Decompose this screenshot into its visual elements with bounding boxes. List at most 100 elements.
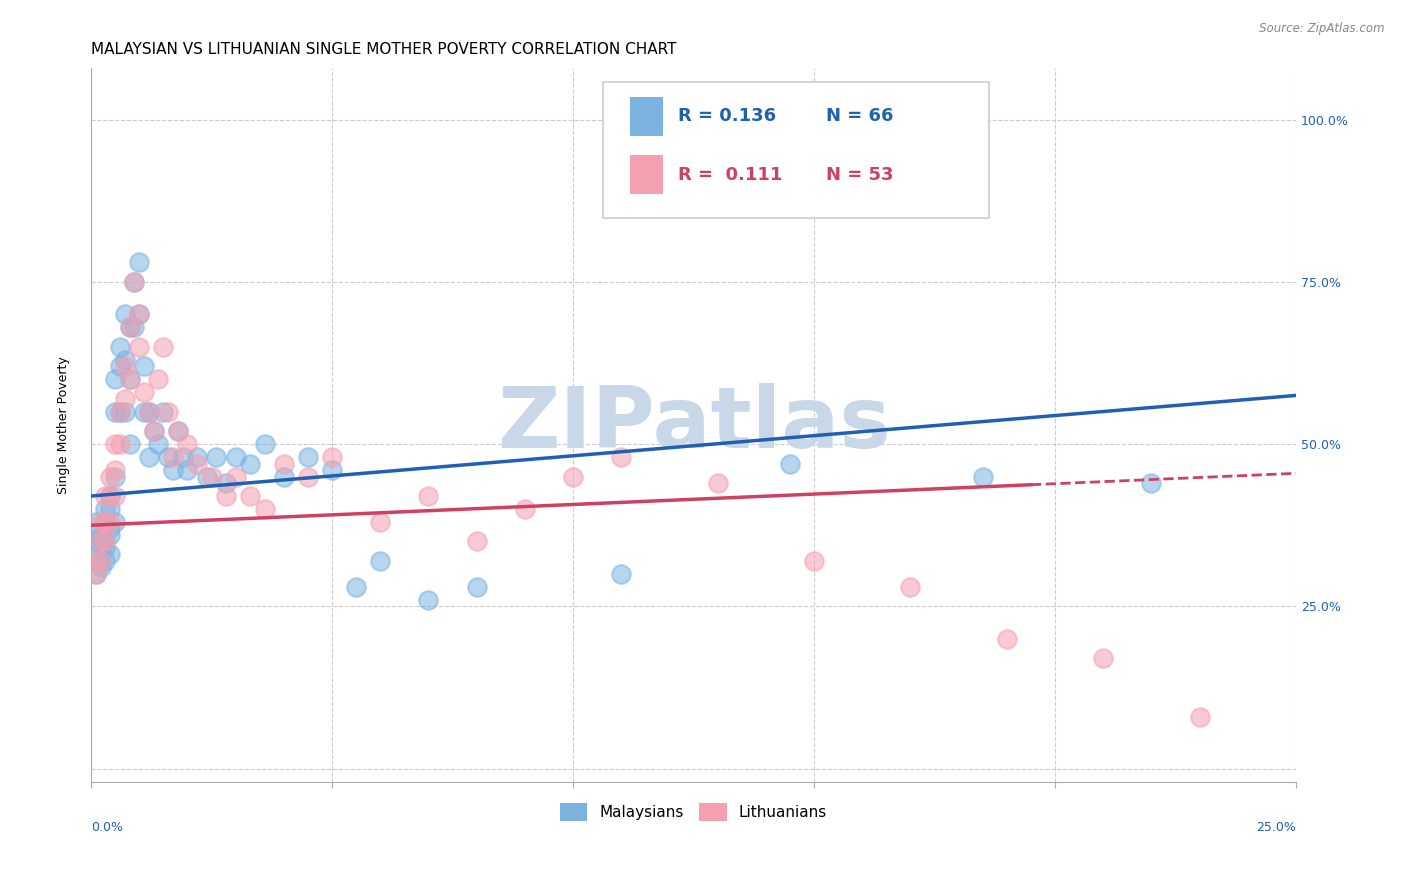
Malaysians [84, 515, 107, 529]
Malaysians [239, 457, 262, 471]
Lithuanians [253, 502, 276, 516]
Malaysians [157, 450, 180, 464]
Malaysians [1140, 476, 1163, 491]
Lithuanians [84, 554, 107, 568]
Malaysians [104, 404, 127, 418]
Lithuanians [124, 275, 146, 289]
Lithuanians [94, 515, 117, 529]
Lithuanians [128, 307, 150, 321]
Malaysians [84, 534, 107, 549]
Malaysians [368, 554, 391, 568]
Malaysians [215, 476, 238, 491]
Lithuanians [1092, 651, 1115, 665]
Malaysians [124, 275, 146, 289]
Lithuanians [94, 489, 117, 503]
Lithuanians [90, 534, 112, 549]
Text: 25.0%: 25.0% [1256, 821, 1296, 834]
Malaysians [98, 502, 121, 516]
Lithuanians [513, 502, 536, 516]
Malaysians [114, 404, 136, 418]
Malaysians [142, 424, 165, 438]
Malaysians [297, 450, 319, 464]
Lithuanians [90, 515, 112, 529]
Malaysians [90, 560, 112, 574]
Text: R =  0.111: R = 0.111 [678, 166, 782, 184]
Malaysians [90, 534, 112, 549]
Malaysians [132, 359, 155, 374]
Text: R = 0.136: R = 0.136 [678, 107, 776, 125]
Malaysians [94, 515, 117, 529]
Malaysians [418, 593, 440, 607]
Malaysians [273, 469, 295, 483]
Malaysians [108, 359, 131, 374]
Lithuanians [118, 372, 141, 386]
Malaysians [128, 255, 150, 269]
Malaysians [205, 450, 228, 464]
Malaysians [118, 372, 141, 386]
Lithuanians [900, 580, 922, 594]
Lithuanians [138, 404, 160, 418]
Malaysians [132, 404, 155, 418]
Text: N = 66: N = 66 [827, 107, 894, 125]
Malaysians [94, 534, 117, 549]
Lithuanians [706, 476, 728, 491]
Y-axis label: Single Mother Poverty: Single Mother Poverty [58, 356, 70, 493]
Malaysians [98, 548, 121, 562]
Lithuanians [162, 450, 184, 464]
Malaysians [176, 463, 198, 477]
Malaysians [104, 515, 127, 529]
Lithuanians [98, 469, 121, 483]
Lithuanians [157, 404, 180, 418]
Malaysians [465, 580, 488, 594]
Malaysians [152, 404, 174, 418]
Malaysians [108, 404, 131, 418]
Malaysians [118, 437, 141, 451]
Lithuanians [176, 437, 198, 451]
Lithuanians [108, 404, 131, 418]
Lithuanians [90, 554, 112, 568]
Malaysians [225, 450, 247, 464]
Lithuanians [84, 566, 107, 581]
Malaysians [98, 528, 121, 542]
Malaysians [84, 566, 107, 581]
Malaysians [118, 320, 141, 334]
Lithuanians [200, 469, 222, 483]
Lithuanians [104, 463, 127, 477]
Malaysians [253, 437, 276, 451]
Lithuanians [610, 450, 633, 464]
Malaysians [138, 450, 160, 464]
Lithuanians [152, 340, 174, 354]
Bar [630, 96, 664, 136]
Lithuanians [148, 372, 170, 386]
Lithuanians [239, 489, 262, 503]
Lithuanians [104, 437, 127, 451]
Malaysians [98, 521, 121, 535]
Malaysians [610, 566, 633, 581]
Lithuanians [142, 424, 165, 438]
Lithuanians [215, 489, 238, 503]
FancyBboxPatch shape [603, 82, 988, 218]
Malaysians [94, 554, 117, 568]
Malaysians [108, 340, 131, 354]
Malaysians [162, 463, 184, 477]
Lithuanians [368, 515, 391, 529]
Malaysians [148, 437, 170, 451]
Lithuanians [114, 359, 136, 374]
Text: ZIPatlas: ZIPatlas [496, 384, 890, 467]
Malaysians [90, 528, 112, 542]
Lithuanians [1188, 709, 1211, 723]
Malaysians [114, 352, 136, 367]
Lithuanians [803, 554, 825, 568]
Lithuanians [418, 489, 440, 503]
Text: MALAYSIAN VS LITHUANIAN SINGLE MOTHER POVERTY CORRELATION CHART: MALAYSIAN VS LITHUANIAN SINGLE MOTHER PO… [91, 42, 676, 57]
Lithuanians [225, 469, 247, 483]
Lithuanians [562, 469, 585, 483]
Lithuanians [297, 469, 319, 483]
Malaysians [90, 541, 112, 555]
Malaysians [94, 541, 117, 555]
Malaysians [972, 469, 994, 483]
Lithuanians [273, 457, 295, 471]
Malaysians [128, 307, 150, 321]
Malaysians [138, 404, 160, 418]
Lithuanians [114, 392, 136, 406]
